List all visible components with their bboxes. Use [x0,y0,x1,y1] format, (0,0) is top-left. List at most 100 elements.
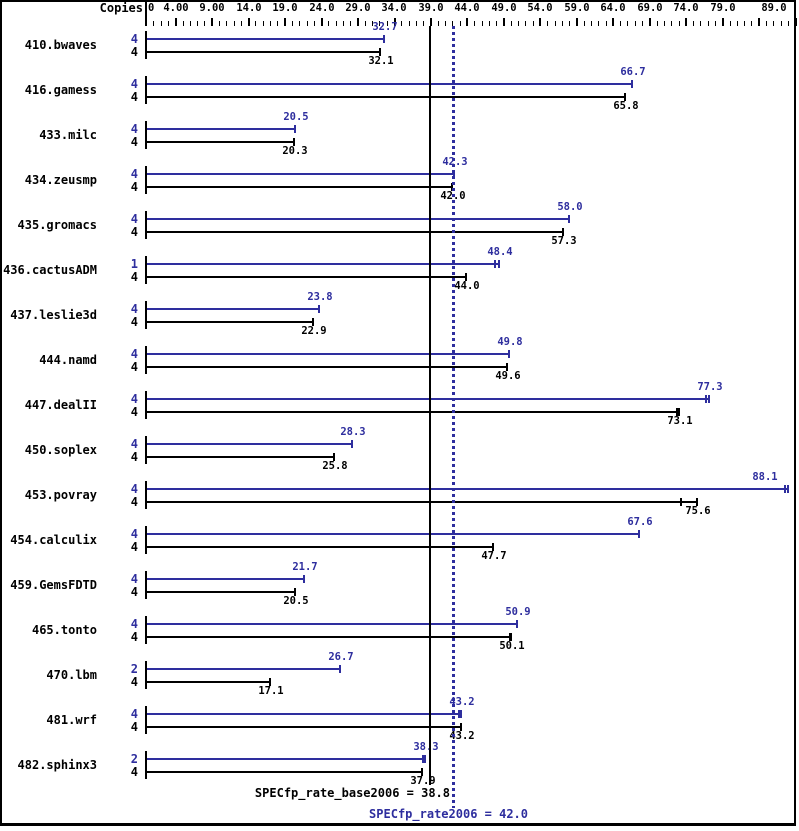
axis-tick-minor [627,21,629,26]
axis-tick-minor [379,21,381,26]
axis-tick-major [466,18,469,26]
bar-end-cap [631,80,633,88]
axis-tick-minor [386,21,388,26]
peak-copies: 4 [130,167,138,181]
base-copies: 4 [130,585,138,599]
bar-end-cap [383,35,385,43]
axis-tick-major [284,18,287,26]
row-axis-segment [145,76,147,104]
bar-end-cap [269,678,272,686]
base-value-label: 44.0 [454,280,480,292]
peak-bar [147,38,385,40]
axis-tick-minor [518,21,519,26]
axis-tick-minor [787,21,789,26]
row-axis-segment [145,526,147,554]
base-mean-label: SPECfp_rate_base2006 = 38.8 [254,786,450,800]
axis-tick-label: 34.0 [381,2,407,14]
axis-tick-minor [729,21,731,26]
peak-value-label: 32.7 [372,21,398,33]
run-tick [680,498,683,506]
bar-end-cap [695,498,698,506]
bar-end-cap [506,363,509,371]
run-tick [421,755,424,763]
peak-value-label: 23.8 [307,291,333,303]
peak-copies: 4 [130,32,138,46]
bar-end-cap [450,183,453,191]
base-value-label: 57.3 [551,235,577,247]
peak-value-label: 49.8 [497,336,523,348]
peak-bar [147,533,640,535]
axis-tick-major [575,18,578,26]
row-axis-segment [145,571,147,599]
axis-tick-minor [277,21,279,26]
bar-end-cap [465,273,468,281]
bar-end-cap [459,710,462,718]
run-tick [508,633,511,641]
axis-tick-minor [481,21,483,26]
peak-copies: 4 [130,617,138,631]
axis-tick-minor [744,21,746,26]
base-copies: 4 [130,360,138,374]
axis-tick-minor [525,21,527,26]
base-value-label: 65.8 [613,100,639,112]
axis-tick-minor [656,21,658,26]
axis-tick-minor [218,21,220,26]
bar-end-cap [294,588,296,596]
axis-tick-minor [678,21,680,26]
axis-tick-minor [459,21,461,26]
peak-bar [147,353,510,355]
peak-value-label: 43.2 [449,696,475,708]
axis-tick-minor [583,21,585,26]
bar-end-cap [497,260,500,268]
base-value-label: 32.1 [368,55,394,67]
axis-tick-minor [714,21,716,26]
axis-tick-major [357,18,359,26]
benchmark-label: 433.milc [39,128,97,142]
base-copies: 4 [130,180,138,194]
row-axis-segment [145,616,147,644]
benchmark-label: 436.cactusADM [3,263,97,277]
base-bar [147,726,462,728]
axis-tick-minor [700,21,702,26]
axis-tick-minor [474,21,476,26]
benchmark-label: 416.gamess [24,83,97,97]
axis-tick-label: 9.00 [199,2,225,14]
axis-tick-major [794,18,797,26]
row-axis-segment [145,751,147,779]
axis-tick-major [320,18,323,26]
axis-tick-minor [350,21,352,26]
axis-tick-minor [736,21,738,26]
base-copies: 4 [130,315,138,329]
axis-tick-major [721,18,724,26]
axis-tick-minor [693,21,694,26]
axis-tick-minor [204,21,206,26]
base-bar [147,366,509,368]
peak-copies: 4 [130,392,138,406]
peak-mean-line [452,26,455,808]
axis-tick-minor [291,21,293,26]
peak-copies: 4 [130,212,138,226]
peak-copies: 4 [130,437,138,451]
axis-origin-line [145,2,147,26]
axis-tick-label: 0 [148,2,155,14]
axis-tick-minor [372,21,374,26]
peak-bar [147,128,296,130]
axis-tick-minor [153,21,155,26]
row-axis-segment [145,121,147,149]
peak-bar [147,83,633,85]
row-axis-segment [145,301,147,329]
base-bar [147,51,381,53]
axis-tick-minor [226,21,228,26]
base-bar [147,456,335,458]
bar-end-cap [507,350,510,358]
base-bar [147,501,698,503]
benchmark-label: 454.calculix [10,533,97,547]
peak-value-label: 20.5 [283,111,309,123]
axis-tick-minor [255,21,257,26]
peak-bar [147,488,790,490]
peak-value-label: 28.3 [340,426,366,438]
peak-bar [147,218,570,220]
base-bar [147,591,296,593]
base-copies: 4 [130,45,138,59]
